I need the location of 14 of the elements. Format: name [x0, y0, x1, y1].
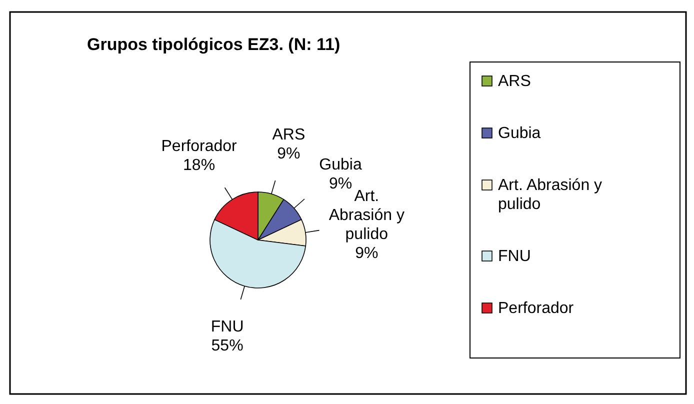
legend-label: ARS	[498, 73, 531, 90]
slice-label: Perforador	[161, 138, 238, 156]
legend-label: FNU	[498, 248, 531, 265]
chart-title: Grupos tipológicos EZ3. (N: 11)	[87, 35, 340, 54]
slice-label: FNU	[210, 318, 244, 336]
slice-label: ARS	[272, 126, 306, 144]
data-label: 9%	[355, 244, 378, 262]
legend-label: Art. Abrasión y pulido	[498, 177, 602, 213]
data-label: 9%	[277, 145, 300, 162]
legend-label: Gubia	[498, 125, 541, 142]
data-label: 55%	[211, 338, 244, 355]
slice-label: Gubia	[319, 156, 362, 174]
legend-label: Perforador	[498, 300, 574, 317]
data-label: 18%	[183, 157, 216, 174]
